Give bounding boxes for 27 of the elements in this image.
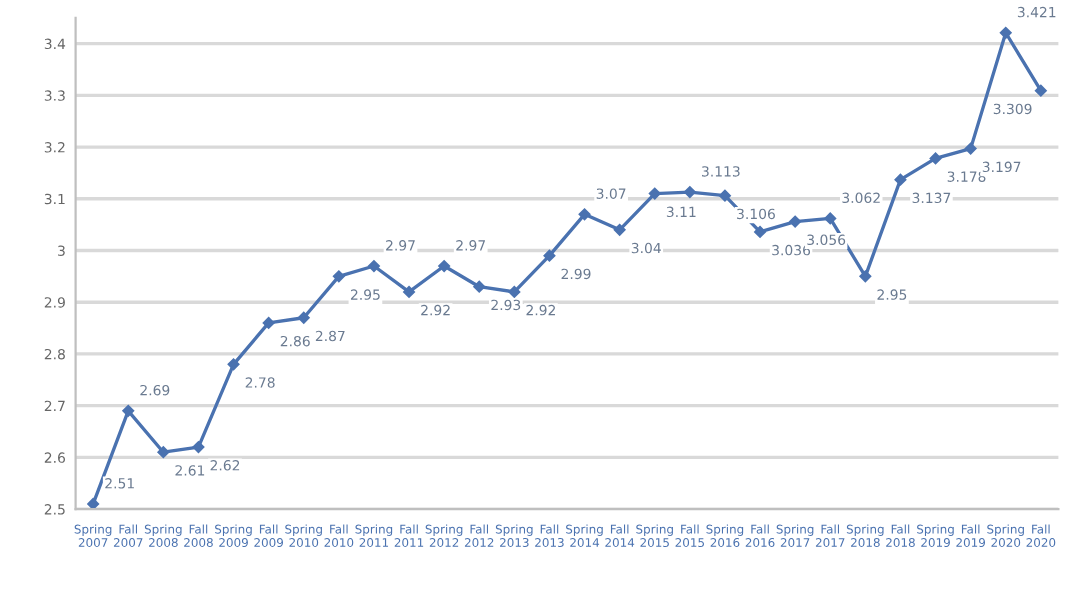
point (578, 208, 591, 221)
point (192, 441, 205, 453)
point (613, 223, 626, 236)
point (508, 285, 521, 298)
point (403, 285, 415, 298)
point (297, 311, 310, 324)
point (683, 186, 696, 199)
point (227, 358, 240, 371)
point (894, 173, 907, 186)
point (368, 260, 380, 272)
point (964, 142, 977, 155)
point (824, 212, 837, 225)
point (262, 316, 275, 329)
point (473, 280, 486, 293)
point (438, 260, 451, 272)
point (648, 187, 661, 200)
point (719, 189, 731, 202)
point (157, 446, 170, 459)
point (789, 215, 802, 228)
point (332, 270, 345, 283)
point (543, 249, 556, 262)
point (122, 404, 135, 417)
point (859, 270, 872, 283)
point (754, 225, 766, 238)
point (929, 152, 942, 165)
point (1034, 84, 1047, 97)
point (999, 26, 1012, 39)
